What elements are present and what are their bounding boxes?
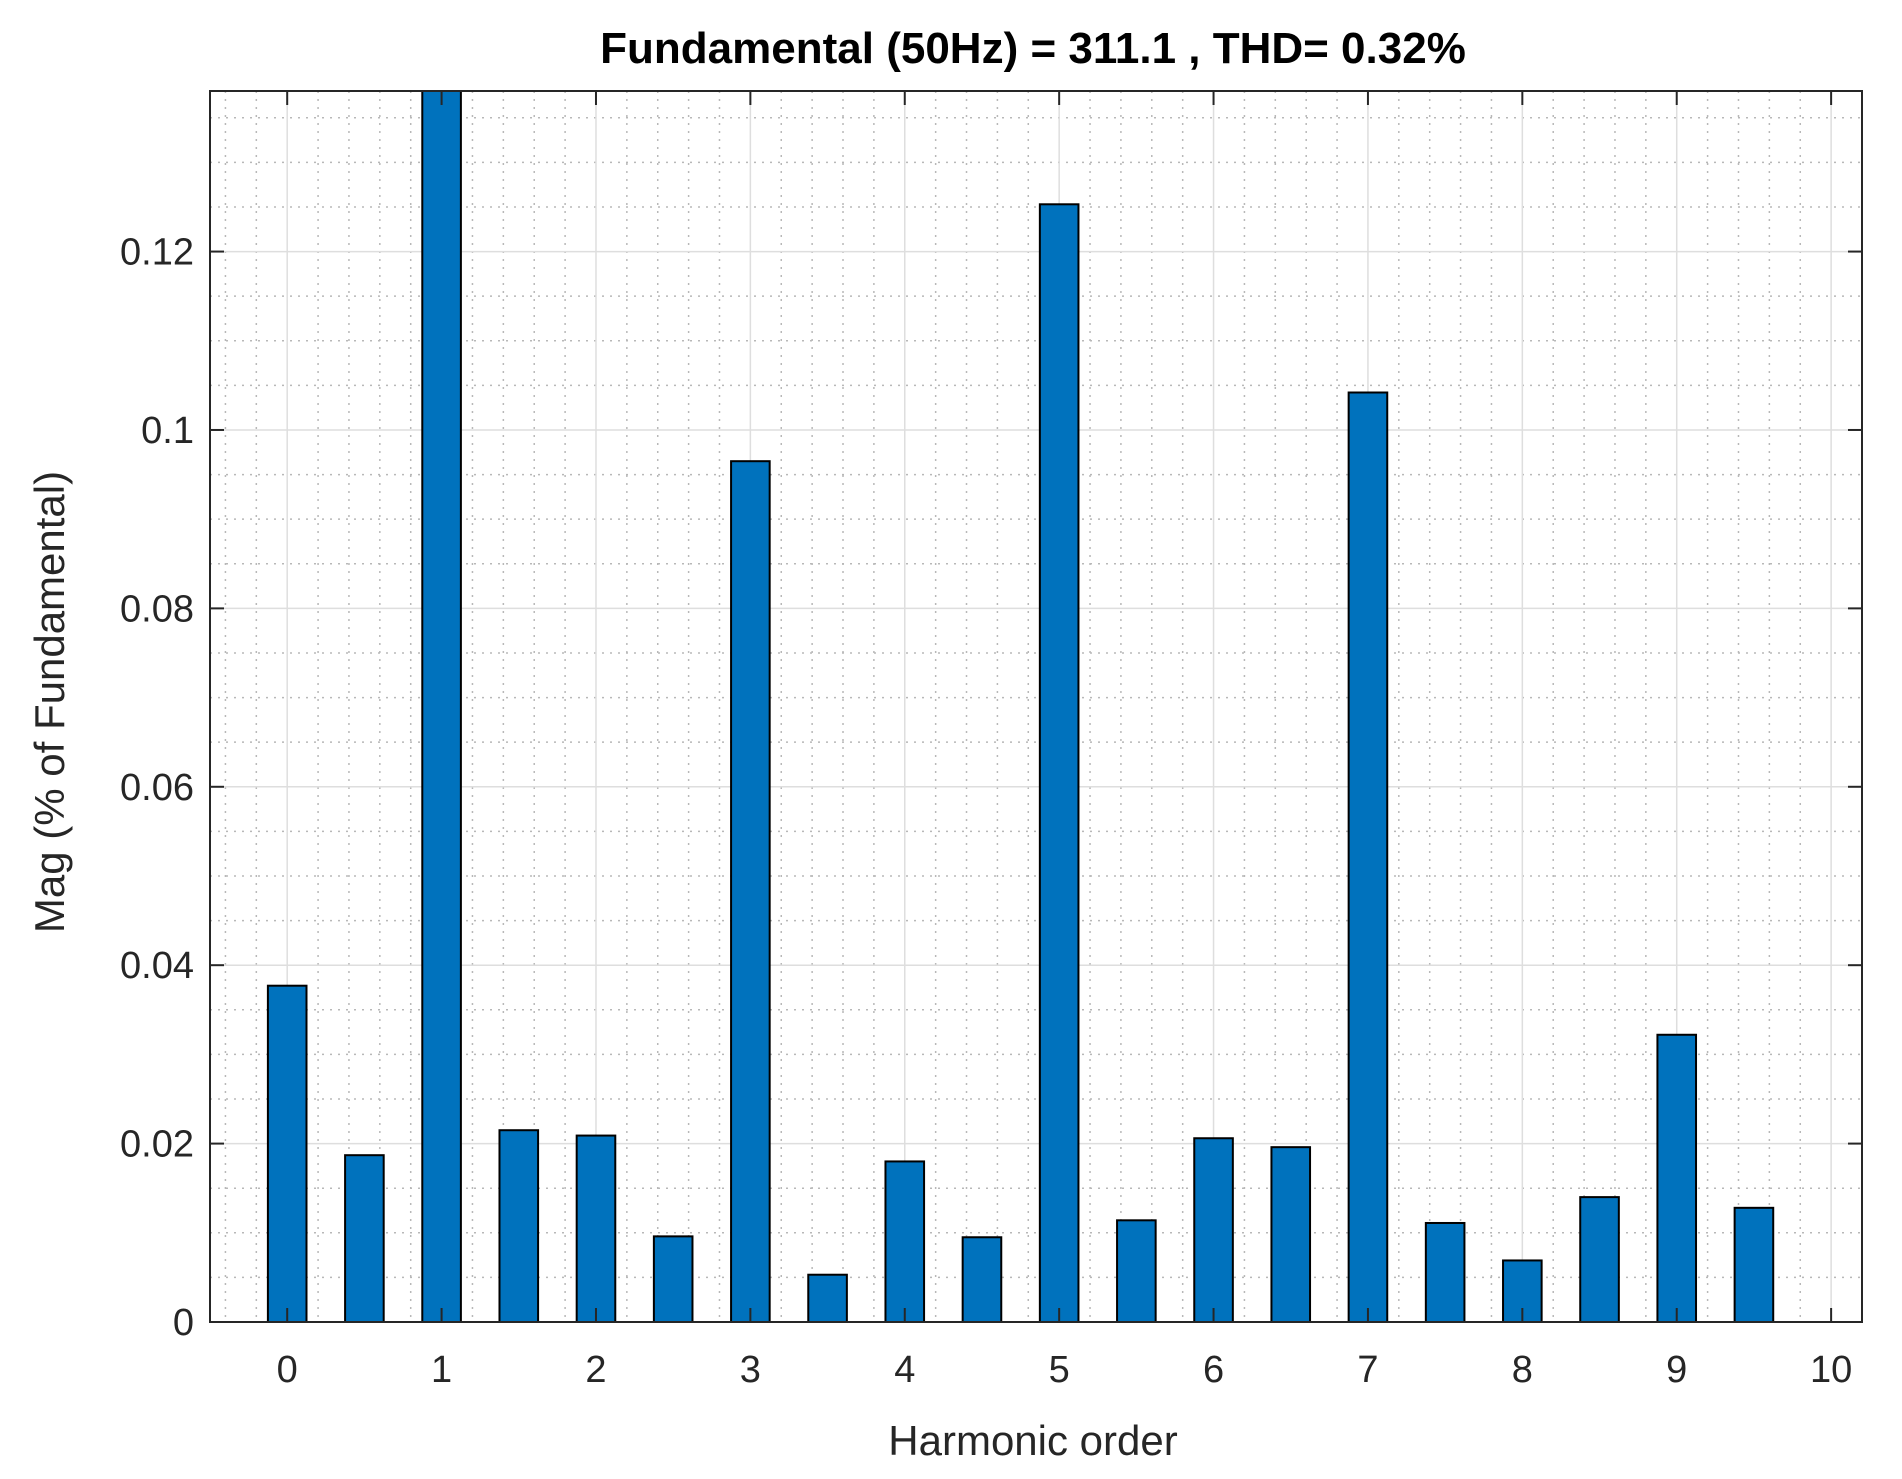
y-tick-label: 0.08 <box>120 588 194 630</box>
bar <box>1193 1137 1234 1324</box>
bar <box>884 1160 926 1324</box>
x-tick-label: 3 <box>740 1349 761 1391</box>
bar <box>498 1129 540 1323</box>
y-axis-tick-labels: 0 0.02 0.04 0.06 0.08 0.1 0.12 <box>120 232 194 1344</box>
x-tick-label: 7 <box>1357 1349 1378 1391</box>
minor-grid <box>210 91 1863 1322</box>
x-axis-label: Harmonic order <box>888 1417 1177 1464</box>
x-tick-label: 5 <box>1049 1349 1070 1391</box>
bar <box>266 984 308 1323</box>
x-tick-label: 4 <box>894 1349 915 1391</box>
y-tick-label: 0.1 <box>141 410 194 452</box>
bar <box>1347 391 1389 1323</box>
bar <box>1656 1033 1698 1324</box>
x-tick-label: 8 <box>1512 1349 1533 1391</box>
x-axis-tick-labels: 0 1 2 3 4 5 6 7 8 9 10 <box>277 1349 1853 1391</box>
x-tick-label: 10 <box>1810 1349 1852 1391</box>
bar <box>421 90 462 1323</box>
bar <box>1579 1196 1620 1324</box>
bar <box>1270 1146 1312 1324</box>
bar <box>807 1273 848 1323</box>
bar <box>1424 1221 1466 1323</box>
x-tick-label: 0 <box>277 1349 298 1391</box>
x-tick-label: 1 <box>431 1349 452 1391</box>
x-tick-label: 9 <box>1666 1349 1687 1391</box>
bar <box>730 460 771 1323</box>
bar <box>575 1134 617 1323</box>
x-tick-label: 2 <box>585 1349 606 1391</box>
y-tick-label: 0.12 <box>120 232 194 274</box>
x-tick-label: 6 <box>1203 1349 1224 1391</box>
bar <box>1038 203 1080 1323</box>
bar <box>1116 1219 1157 1324</box>
chart-title: Fundamental (50Hz) = 311.1 , THD= 0.32% <box>600 24 1466 73</box>
bar <box>652 1235 694 1324</box>
y-tick-label: 0.02 <box>120 1124 194 1166</box>
y-tick-label: 0.04 <box>120 945 194 987</box>
axis-ticks <box>210 91 1862 1323</box>
bar-series <box>266 90 1775 1324</box>
y-tick-label: 0 <box>173 1302 194 1344</box>
y-axis-label: Mag (% of Fundamental) <box>26 471 73 933</box>
bar <box>961 1236 1003 1323</box>
bar <box>1733 1206 1775 1324</box>
plot-area-frame <box>209 90 1863 1323</box>
bar <box>344 1154 385 1323</box>
y-tick-label: 0.06 <box>120 767 194 809</box>
